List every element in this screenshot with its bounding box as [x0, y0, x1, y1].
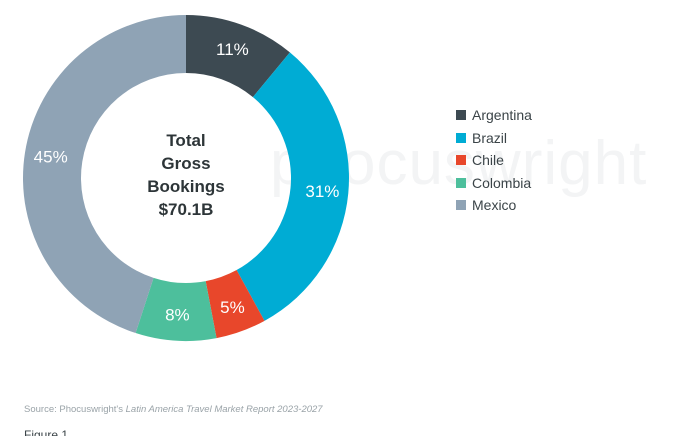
legend-item-colombia: Colombia: [456, 172, 532, 195]
legend-item-brazil: Brazil: [456, 127, 532, 150]
legend-item-argentina: Argentina: [456, 104, 532, 127]
donut-chart: 11% 31% 5% 8% 45% Total Gross Bookings $70.1…: [23, 15, 349, 341]
slice-mexico: [23, 15, 186, 334]
legend-label: Argentina: [472, 107, 532, 124]
slice-label-colombia: 8%: [165, 306, 190, 325]
legend-item-chile: Chile: [456, 149, 532, 172]
source-prefix: Source: Phocuswright's: [24, 404, 126, 415]
center-line-1: Total: [166, 131, 205, 150]
center-line-4: $70.1B: [159, 200, 214, 219]
legend-swatch: [456, 132, 466, 143]
slice-argentina: [186, 15, 290, 98]
slice-colombia: [135, 277, 217, 341]
legend-swatch: [456, 110, 466, 121]
source-note: Source: Phocuswright's Latin America Tra…: [24, 404, 323, 415]
legend-label: Colombia: [472, 174, 532, 191]
legend-label: Mexico: [472, 197, 517, 214]
center-line-2: Gross: [161, 154, 210, 173]
slice-brazil: [236, 52, 349, 321]
center-line-3: Bookings: [147, 177, 224, 196]
slice-label-chile: 5%: [220, 298, 245, 317]
legend: Argentina Brazil Chile Colombia Mexico: [456, 104, 532, 217]
slice-chile: [205, 270, 265, 339]
legend-item-mexico: Mexico: [456, 194, 532, 217]
slice-label-mexico: 45%: [34, 148, 68, 167]
legend-label: Brazil: [472, 129, 508, 146]
slice-label-argentina: 11%: [216, 40, 249, 59]
slice-label-brazil: 31%: [305, 182, 339, 201]
legend-swatch: [456, 155, 466, 166]
figure-label: Figure 1: [24, 428, 69, 436]
source-title: Latin America Travel Market Report 2023-…: [125, 404, 323, 415]
legend-label: Chile: [472, 152, 504, 169]
center-label: Total Gross Bookings $70.1B: [147, 131, 224, 219]
legend-swatch: [456, 177, 466, 188]
legend-swatch: [456, 200, 466, 211]
